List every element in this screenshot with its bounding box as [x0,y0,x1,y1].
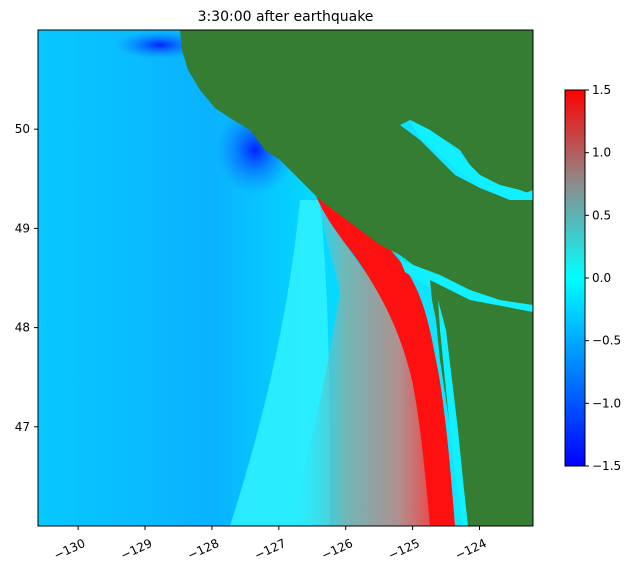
crest-band [312,185,455,526]
y-tick-label: 47 [15,420,30,434]
colorbar-tick-label: 1.0 [592,146,611,160]
heatmap-field [38,30,533,526]
coastal-fringe [438,300,468,526]
y-tick-label: 49 [15,221,30,235]
colorbar-tick-label: 0.5 [592,208,611,222]
x-tick-label: −129 [118,536,154,563]
colorbar-tick-label: 1.5 [592,83,611,97]
crest-gradient-region [290,195,445,526]
y-axis-ticks: 47 48 49 50 [15,122,38,434]
colorbar-tick-label: −0.5 [592,334,621,348]
colorbar-tick-label: 0.0 [592,271,611,285]
y-tick-label: 48 [15,321,30,335]
x-tick-label: −130 [52,536,88,563]
colorbar-tick-label: −1.0 [592,396,621,410]
x-tick-label: −126 [319,536,355,563]
colorbar [564,89,586,467]
x-axis-ticks: −130 −129 −128 −127 −126 −125 −124 [52,526,489,563]
colorbar-tick-label: −1.5 [592,459,621,473]
land-vancouver-island [180,30,533,312]
x-tick-label: −127 [252,536,288,563]
wavefront-band [230,200,330,526]
x-tick-label: −128 [185,536,221,563]
strait-channel [400,260,533,315]
y-tick-label: 50 [15,122,30,136]
x-tick-label: −125 [386,536,422,563]
colorbar-ticks: −1.5 −1.0 −0.5 0.0 0.5 1.0 1.5 [585,83,621,473]
plot-frame [37,29,534,527]
chart-title: 3:30:00 after earthquake [198,9,374,25]
x-tick-label: −124 [453,536,489,563]
inland-waterway [410,120,533,200]
